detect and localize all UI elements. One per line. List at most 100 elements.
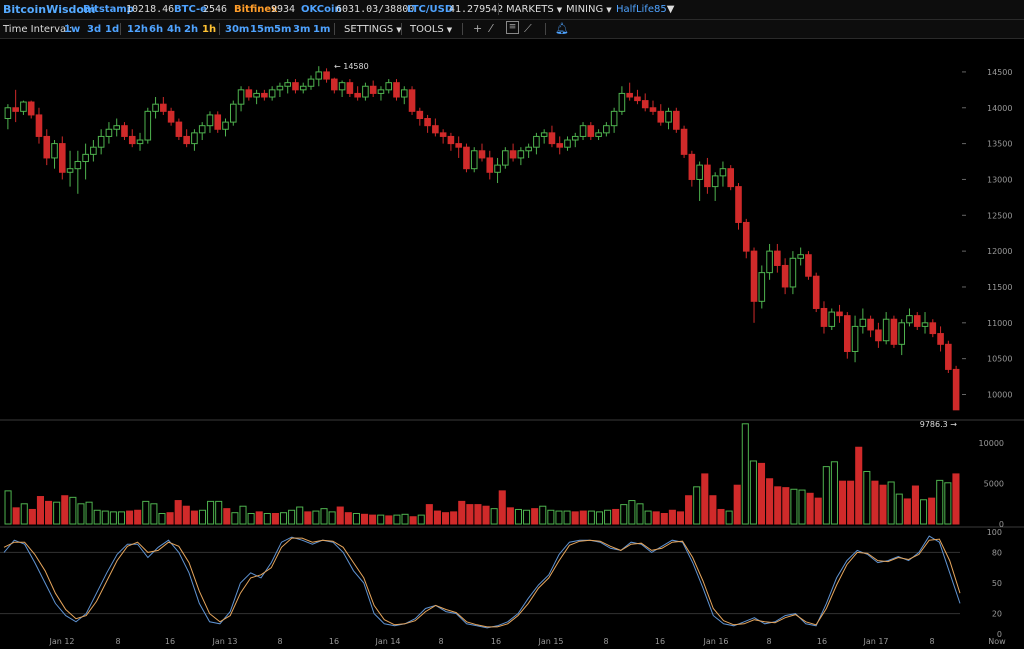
interval-1w[interactable]: 1w xyxy=(64,24,81,35)
interval-1d[interactable]: 1d xyxy=(105,24,120,35)
candle-body xyxy=(486,157,494,173)
volume-bar xyxy=(612,508,620,525)
candle-body xyxy=(797,254,804,259)
candle-body xyxy=(680,128,688,155)
candle-body xyxy=(369,85,377,94)
interval-3m[interactable]: 3m xyxy=(293,24,311,35)
candle-body xyxy=(400,89,408,98)
volume-bar xyxy=(109,511,117,525)
candle-body xyxy=(929,322,937,335)
candle-body xyxy=(136,139,144,145)
candle-body xyxy=(393,82,400,98)
interval-1h[interactable]: 1h xyxy=(202,24,217,35)
price-tick-label: 12500 xyxy=(987,211,1012,220)
volume-bar xyxy=(61,495,69,525)
toolbar-separator xyxy=(401,23,402,35)
user-menu[interactable]: HalfLife85▼ xyxy=(616,3,674,16)
market-btce[interactable]: BTC-e xyxy=(174,4,207,15)
fibonacci-tool-icon[interactable]: ⟋ xyxy=(524,22,532,35)
volume-bar xyxy=(822,466,830,525)
candle-body xyxy=(128,135,136,145)
markets-menu[interactable]: MARKETS ▼ xyxy=(506,3,562,17)
volume-bar xyxy=(725,510,733,525)
interval-12h[interactable]: 12h xyxy=(127,24,149,35)
time-interval-label: Time Interval: xyxy=(3,24,73,35)
candle-body xyxy=(90,146,97,155)
mining-menu[interactable]: MINING ▼ xyxy=(566,3,612,17)
candle-body xyxy=(160,103,167,112)
candle-body xyxy=(323,71,330,80)
chevron-down-icon: ▼ xyxy=(556,6,563,14)
candle-body xyxy=(844,315,851,352)
candle-body xyxy=(245,89,253,98)
candle-body xyxy=(494,164,501,173)
volume-bar xyxy=(4,490,12,525)
interval-1m[interactable]: 1m xyxy=(313,24,331,35)
candle-body xyxy=(439,132,447,137)
candle-body xyxy=(517,150,525,159)
time-axis-label: Jan 14 xyxy=(374,637,400,646)
volume-bar xyxy=(425,504,433,525)
volume-bar xyxy=(12,507,20,525)
settings-menu[interactable]: SETTINGS ▼ xyxy=(344,23,402,37)
candle-body xyxy=(276,85,284,91)
price-tick-label: 14500 xyxy=(987,68,1012,77)
price-tick-label: 14000 xyxy=(987,104,1012,113)
volume-bar xyxy=(895,493,903,525)
candle-body xyxy=(292,82,299,91)
volume-bar xyxy=(433,510,441,525)
candle-body xyxy=(346,82,354,94)
market-bitfinex[interactable]: Bitfinex xyxy=(234,4,278,15)
interval-6h[interactable]: 6h xyxy=(149,24,164,35)
candle-body xyxy=(742,221,750,252)
interval-3d[interactable]: 3d xyxy=(87,24,102,35)
volume-bar xyxy=(101,510,109,525)
volume-bar xyxy=(887,481,895,525)
volume-bar xyxy=(142,500,150,525)
candle-body xyxy=(478,150,486,159)
candle-body xyxy=(766,250,773,274)
price-tick-label: 11000 xyxy=(987,319,1012,328)
candle-body xyxy=(595,132,602,137)
horizontal-lines-tool-icon[interactable]: ≡ xyxy=(506,21,519,34)
candle-body xyxy=(851,325,859,352)
brand-logo[interactable]: BitcoinWisdom xyxy=(3,3,96,16)
candle-body xyxy=(261,92,268,98)
candle-body xyxy=(626,92,633,98)
crosshair-tool-icon[interactable]: + xyxy=(473,22,483,35)
candle-body xyxy=(237,89,245,105)
time-axis-label: 16 xyxy=(165,637,175,646)
time-axis-label: Now xyxy=(988,637,1006,646)
tools-menu[interactable]: TOOLS ▼ xyxy=(410,23,452,37)
volume-bar xyxy=(587,510,595,525)
line-tool-icon[interactable]: ⁄ xyxy=(490,22,492,35)
candle-body xyxy=(735,186,742,223)
market-okcoin[interactable]: OKCoin xyxy=(301,4,342,15)
volume-bar xyxy=(790,488,798,525)
price-tick-label: 11500 xyxy=(987,283,1012,292)
interval-5m[interactable]: 5m xyxy=(274,24,292,35)
time-axis-label: 8 xyxy=(929,637,934,646)
interval-4h[interactable]: 4h xyxy=(167,24,182,35)
market-bitstamp[interactable]: Bitstamp xyxy=(83,4,134,15)
candle-body xyxy=(307,78,315,87)
volume-bar xyxy=(158,512,166,525)
candle-body xyxy=(416,110,424,120)
interval-15m[interactable]: 15m xyxy=(250,24,275,35)
volume-bar xyxy=(231,512,239,525)
markets-menu-label: MARKETS xyxy=(506,4,554,15)
chevron-down-icon: ▼ xyxy=(396,26,402,34)
candle-body xyxy=(20,101,27,112)
candle-body xyxy=(781,264,789,288)
chart-grid xyxy=(0,419,1024,615)
interval-2h[interactable]: 2h xyxy=(184,24,199,35)
candle-body xyxy=(222,121,229,130)
price-chart[interactable]: 1000010500110001150012000125001300013500… xyxy=(0,38,1024,649)
candle-body xyxy=(836,311,843,317)
market-ltcusd[interactable]: LTC/USD xyxy=(407,4,454,15)
volume-bar xyxy=(93,509,101,525)
bell-icon[interactable]: 🔔︎ xyxy=(555,22,569,35)
interval-30m[interactable]: 30m xyxy=(225,24,250,35)
volume-bar xyxy=(239,505,247,525)
price-tick-label: 10000 xyxy=(987,390,1012,399)
